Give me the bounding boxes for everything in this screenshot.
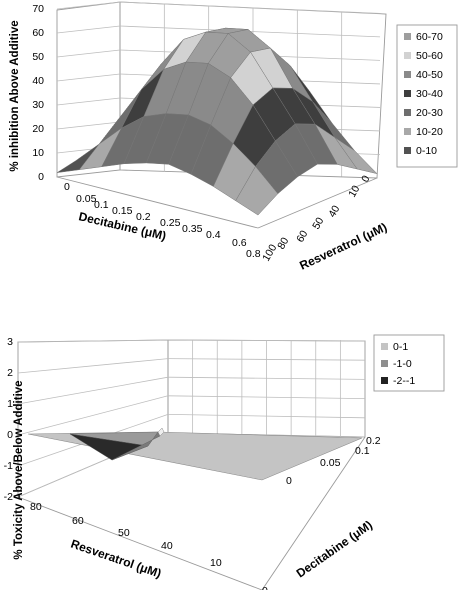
- bottom-z-axis-label: Decitabine (μM): [294, 518, 375, 581]
- top-x-tick-3: 0.15: [112, 205, 133, 217]
- bottom-z-ticks: 0 0.05 0.1 0.2: [286, 435, 381, 487]
- top-z-tick-80: 80: [275, 235, 291, 251]
- top-y-tick-60: 60: [32, 27, 44, 39]
- bottom-legend-label: -1-0: [393, 358, 412, 370]
- top-legend-swatch: [404, 147, 411, 154]
- top-x-tick-1: 0.05: [76, 193, 97, 205]
- top-x-tick-8: 0.6: [232, 237, 247, 249]
- top-z-ticks: 0 10 40 50 60 80 100: [260, 173, 372, 263]
- top-z-axis-label: Resveratrol (μM): [297, 220, 389, 273]
- top-legend-swatch: [404, 128, 411, 135]
- top-grid-line: [56, 1, 121, 10]
- bottom-y-tick-2: 2: [7, 367, 13, 379]
- top-y-tick-20: 20: [32, 123, 44, 135]
- bottom-legend-swatch: [381, 360, 388, 367]
- bottom-legend: 0-1 -1-0 -2--1: [373, 334, 445, 392]
- bottom-grid-line: [17, 395, 169, 436]
- top-z-axis-line: [257, 177, 378, 229]
- bottom-surface: [27, 427, 363, 481]
- bottom-x-tick-80: 80: [30, 501, 42, 513]
- top-legend-label: 30-40: [416, 88, 443, 100]
- top-x-ticks: 0 0.05 0.1 0.15 0.2 0.25 0.35 0.4 0.6 0.…: [64, 181, 261, 260]
- chart-toxicity-surface: 3 2 1 0 -1 -2 % Toxicity Above/Below Add…: [4, 334, 445, 590]
- top-x-tick-5: 0.25: [160, 217, 181, 229]
- top-grid-line: [56, 25, 121, 34]
- bottom-x-axis-label: Resveratrol (μM): [69, 537, 163, 581]
- bottom-y-axis-label: % Toxicity Above/Below Additive: [13, 380, 25, 559]
- top-x-tick-9: 0.8: [246, 248, 261, 260]
- top-legend-swatch: [404, 52, 411, 59]
- chart-inhibition-surface: 0 10 20 30 40 50 60 70 % inhibition Abov…: [9, 1, 458, 273]
- bottom-legend-label: 0-1: [393, 341, 408, 353]
- top-legend-label: 50-60: [416, 50, 443, 62]
- top-y-tick-40: 40: [32, 75, 44, 87]
- top-legend-label: 40-50: [416, 69, 443, 81]
- bottom-x-tick-50: 50: [118, 527, 130, 539]
- bottom-z-axis-line: [261, 436, 366, 590]
- bottom-y-ticks: 3 2 1 0 -1 -2: [4, 336, 14, 503]
- bottom-grid-line: [17, 339, 169, 343]
- top-z-tick-40: 40: [326, 203, 342, 219]
- bottom-y-tick-0: 0: [7, 429, 13, 441]
- top-z-tick-60: 60: [294, 228, 310, 244]
- top-y-axis-label: % inhibition Above Additive: [9, 20, 21, 171]
- bottom-z-tick-005: 0.05: [320, 457, 341, 469]
- top-grid-line: [56, 73, 121, 82]
- bottom-grid-line: [17, 358, 169, 374]
- top-x-axis-line: [56, 176, 259, 229]
- bottom-grid-line: [17, 376, 169, 405]
- bottom-y-tick-3: 3: [7, 336, 13, 348]
- top-x-tick-6: 0.35: [182, 223, 203, 235]
- bottom-x-tick-60: 60: [72, 515, 84, 527]
- top-x-tick-4: 0.2: [136, 211, 151, 223]
- top-y-tick-0: 0: [38, 171, 44, 183]
- bottom-legend-swatch: [381, 343, 388, 350]
- bottom-x-axis-line: [17, 496, 263, 590]
- top-grid-line: [56, 49, 121, 58]
- top-legend-swatch: [404, 33, 411, 40]
- top-z-tick-10: 10: [346, 183, 362, 199]
- bottom-legend-label: -2--1: [393, 375, 415, 387]
- bottom-z-tick-0: 0: [286, 475, 292, 487]
- top-legend-label: 20-30: [416, 107, 443, 119]
- top-grid-line: [56, 121, 121, 130]
- bottom-x-tick-40: 40: [161, 540, 173, 552]
- bottom-y-tick-m2: -2: [4, 491, 13, 503]
- top-legend-label: 10-20: [416, 126, 443, 138]
- top-grid-line: [119, 1, 381, 14]
- top-y-ticks: 0 10 20 30 40 50 60 70: [32, 3, 44, 183]
- top-y-tick-70: 70: [32, 3, 44, 15]
- bottom-left-wall: [17, 339, 169, 498]
- top-y-tick-10: 10: [32, 147, 44, 159]
- top-legend-swatch: [404, 71, 411, 78]
- bottom-z-tick-02: 0.2: [366, 435, 381, 447]
- bottom-x-tick-0: 0: [262, 585, 268, 590]
- top-surface-patch: [235, 166, 279, 216]
- top-surface: [56, 27, 378, 216]
- bottom-y-tick-m1: -1: [4, 460, 13, 472]
- top-legend-label: 60-70: [416, 31, 443, 43]
- top-z-tick-50: 50: [310, 215, 326, 231]
- bottom-x-ticks: 80 60 50 40 10 0: [30, 501, 268, 590]
- top-grid-line: [56, 97, 121, 106]
- bottom-x-tick-10: 10: [210, 557, 222, 569]
- top-x-tick-2: 0.1: [94, 199, 109, 211]
- bottom-z-tick-01: 0.1: [355, 445, 370, 457]
- top-z-tick-0: 0: [359, 173, 372, 184]
- top-legend-label: 0-10: [416, 145, 437, 157]
- top-x-tick-0: 0: [64, 181, 70, 193]
- top-y-tick-30: 30: [32, 99, 44, 111]
- top-legend-swatch: [404, 90, 411, 97]
- top-x-tick-7: 0.4: [206, 229, 221, 241]
- bottom-y-tick-1: 1: [7, 398, 13, 410]
- top-legend-swatch: [404, 109, 411, 116]
- bottom-legend-swatch: [381, 377, 388, 384]
- bottom-surface-patch: [157, 427, 165, 437]
- top-y-tick-50: 50: [32, 51, 44, 63]
- top-legend: 60-70 50-60 40-50 30-40 20-30 10-20 0-10: [396, 24, 458, 168]
